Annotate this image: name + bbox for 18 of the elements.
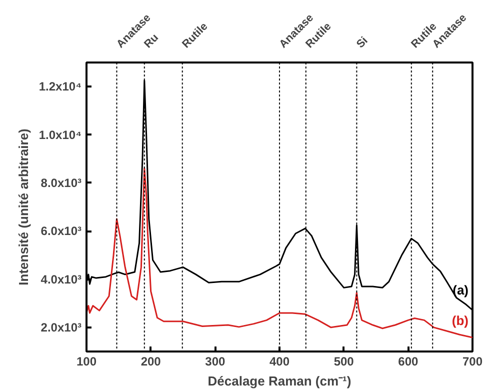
x-tick-label: 500 xyxy=(334,354,354,368)
y-axis-title: Intensité (unité arbitraire) xyxy=(16,128,31,286)
x-tick-label: 200 xyxy=(140,354,162,368)
y-tick-label: 1.0x10⁴ xyxy=(38,128,82,142)
y-tick-label: 6.0x10³ xyxy=(40,224,82,238)
ref-line-label: Si xyxy=(354,34,370,51)
y-tick-label: 4.0x10³ xyxy=(40,272,82,286)
line-series xyxy=(86,168,472,338)
x-tick-label: 600 xyxy=(398,354,419,368)
x-tick-label: 300 xyxy=(205,354,226,368)
y-tick-label: 1.2x10⁴ xyxy=(38,80,82,94)
y-tick-label: 8.0x10³ xyxy=(40,176,82,190)
series-label: (b) xyxy=(452,313,469,328)
y-tick-label: 2.0x10³ xyxy=(40,320,82,334)
x-tick-label: 700 xyxy=(462,354,483,368)
x-tick-label: 400 xyxy=(269,354,290,368)
x-tick-label: 100 xyxy=(76,354,97,368)
x-axis-title: Décalage Raman (cm⁻¹) xyxy=(208,374,352,388)
